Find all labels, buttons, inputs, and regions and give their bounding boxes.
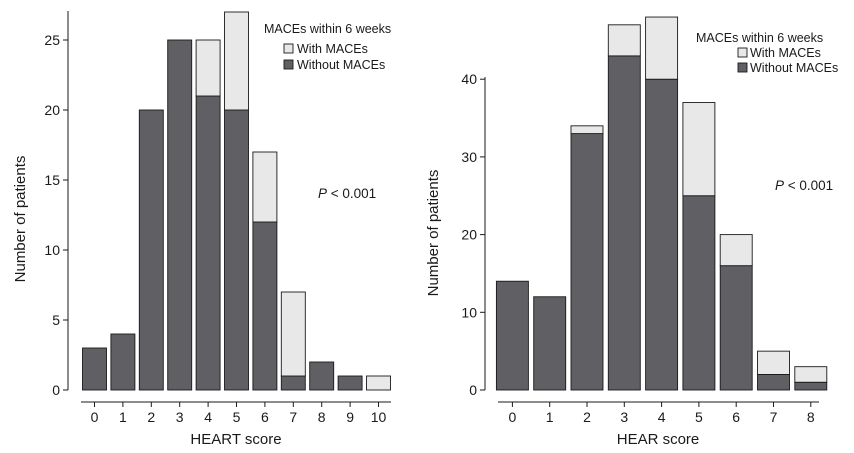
- hear-x-tick-label-2: 2: [583, 409, 591, 425]
- heart-bar-without-2: [138, 109, 164, 391]
- hear-bar-without-2: [570, 133, 604, 391]
- hear-x-tick-label-0: 0: [509, 409, 517, 425]
- heart-bar-without-0: [82, 347, 107, 391]
- heart-bar-without-3: [167, 39, 193, 391]
- hear-bar-without-0: [495, 280, 529, 391]
- heart-x-tick-label-9: 9: [346, 409, 354, 425]
- hear-legend-swatch-with: [737, 47, 748, 58]
- heart-legend-title: MACEs within 6 weeks: [264, 22, 391, 36]
- hear-bar-with-2: [570, 125, 604, 135]
- heart-bars: [82, 11, 391, 391]
- hear-score-chart: 0 10 20 30 40 0 1 2 3 4 5 6 7 8 HEAR score Number of…: [425, 16, 838, 448]
- hear-bar-with-6: [719, 234, 753, 267]
- hear-bar-without-1: [533, 296, 567, 391]
- hear-bar-with-8: [794, 366, 828, 383]
- heart-legend-label-without: Without MACEs: [297, 58, 385, 72]
- heart-legend: MACEs within 6 weeks With MACEs Without …: [264, 22, 391, 72]
- hear-p-value: P < 0.001: [775, 178, 833, 193]
- heart-score-chart: 0 5 10 15 20 25 0 1 2 3 4 5 6 7 8 9 10 HEART score Numb…: [12, 11, 391, 448]
- hear-y-tick-label-0: 0: [469, 382, 477, 398]
- hear-legend-swatch-without: [737, 62, 748, 73]
- hear-bar-with-4: [645, 16, 679, 80]
- heart-bar-with-6: [252, 151, 278, 223]
- heart-x-ticks: 0 1 2 3 4 5 6 7 8 9 10: [91, 402, 387, 425]
- heart-x-tick-label-10: 10: [371, 409, 387, 425]
- hear-x-tick-label-3: 3: [620, 409, 628, 425]
- heart-x-tick-label-5: 5: [233, 409, 241, 425]
- hear-bar-without-8: [794, 381, 828, 391]
- heart-p-value: P < 0.001: [318, 186, 376, 201]
- hear-y-tick-label-40: 40: [461, 71, 477, 87]
- heart-legend-label-with: With MACEs: [297, 42, 368, 56]
- heart-bar-without-8: [309, 361, 335, 391]
- hear-legend-label-without: Without MACEs: [750, 61, 838, 75]
- hear-bar-without-3: [607, 55, 641, 391]
- heart-y-tick-label-25: 25: [44, 32, 60, 48]
- hear-bar-with-3: [607, 24, 641, 57]
- hear-x-tick-label-5: 5: [695, 409, 703, 425]
- hear-y-tick-label-20: 20: [461, 227, 477, 243]
- heart-bar-without-1: [110, 333, 136, 391]
- heart-bar-without-7: [280, 375, 306, 391]
- heart-y-axis-title: Number of patients: [12, 156, 29, 283]
- heart-bar-with-10: [366, 375, 391, 391]
- heart-x-axis-title: HEART score: [190, 431, 281, 448]
- heart-y-tick-label-5: 5: [52, 312, 60, 328]
- hear-bar-without-7: [757, 374, 790, 391]
- hear-legend-title: MACEs within 6 weeks: [696, 31, 823, 45]
- heart-x-tick-label-1: 1: [119, 409, 127, 425]
- heart-x-tick-label-0: 0: [91, 409, 99, 425]
- hear-bar-with-7: [757, 350, 790, 375]
- heart-bar-without-5: [224, 109, 249, 391]
- heart-y-tick-label-10: 10: [44, 242, 60, 258]
- heart-bar-with-4: [195, 39, 221, 97]
- heart-legend-swatch-with: [283, 43, 294, 54]
- heart-y-ticks: 0 5 10 15 20 25: [44, 32, 68, 398]
- hear-bars: [495, 16, 828, 391]
- heart-bar-without-4: [195, 95, 221, 391]
- hear-x-tick-label-1: 1: [546, 409, 554, 425]
- hear-bar-without-6: [719, 265, 753, 391]
- heart-y-tick-label-0: 0: [52, 382, 60, 398]
- heart-x-tick-label-4: 4: [204, 409, 212, 425]
- heart-x-tick-label-6: 6: [261, 409, 269, 425]
- hear-bar-without-5: [682, 195, 716, 391]
- heart-legend-swatch-without: [283, 59, 294, 70]
- hear-legend-label-with: With MACEs: [750, 46, 821, 60]
- heart-x-tick-label-8: 8: [318, 409, 326, 425]
- heart-x-tick-label-7: 7: [289, 409, 297, 425]
- hear-y-ticks: 0 10 20 30 40: [461, 71, 485, 398]
- heart-x-tick-label-3: 3: [176, 409, 184, 425]
- hear-x-tick-label-7: 7: [770, 409, 778, 425]
- hear-x-axis-title: HEAR score: [617, 431, 700, 448]
- hear-y-tick-label-10: 10: [461, 304, 477, 320]
- heart-bar-with-7: [280, 291, 306, 377]
- hear-legend: MACEs within 6 weeks With MACEs Without …: [696, 31, 838, 75]
- hear-bar-with-5: [682, 102, 716, 197]
- hear-x-tick-label-6: 6: [732, 409, 740, 425]
- hear-y-axis-title: Number of patients: [425, 170, 442, 297]
- heart-y-tick-label-20: 20: [44, 102, 60, 118]
- heart-x-tick-label-2: 2: [147, 409, 155, 425]
- heart-bar-without-9: [337, 375, 363, 391]
- hear-x-ticks: 0 1 2 3 4 5 6 7 8: [509, 402, 815, 425]
- hear-x-tick-label-4: 4: [658, 409, 666, 425]
- hear-y-tick-label-30: 30: [461, 149, 477, 165]
- hear-x-tick-label-8: 8: [807, 409, 815, 425]
- hear-bar-without-4: [645, 78, 679, 391]
- heart-y-tick-label-15: 15: [44, 172, 60, 188]
- heart-bar-without-6: [252, 221, 278, 391]
- heart-bar-with-5: [224, 11, 249, 111]
